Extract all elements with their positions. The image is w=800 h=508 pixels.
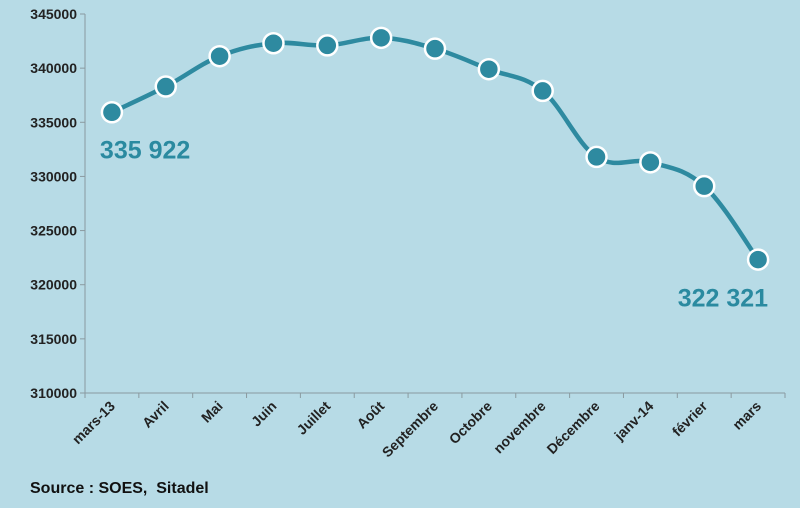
x-tick-label: Décembre: [543, 398, 602, 457]
data-label: 322 321: [678, 285, 768, 313]
data-point: [423, 37, 447, 60]
x-tick-label: Juillet: [293, 398, 333, 438]
y-tick-label: 310000: [30, 385, 77, 401]
series-line: [109, 35, 761, 262]
x-tick-label: février: [669, 397, 711, 439]
data-point: [208, 44, 231, 68]
data-point: [262, 31, 285, 55]
x-tick-label: janv-14: [610, 398, 656, 444]
x-tick-label: Août: [353, 398, 387, 432]
x-tick-label: Octobre: [446, 398, 495, 447]
x-tick-label: Mai: [198, 398, 226, 426]
x-tick-label: Avril: [139, 398, 172, 431]
y-tick-label: 335000: [30, 114, 77, 130]
data-point: [154, 75, 178, 98]
data-point: [316, 34, 339, 57]
source-note: Source : SOES, Sitadel: [30, 480, 209, 497]
data-point: [585, 145, 608, 169]
y-tick-label: 340000: [30, 60, 77, 76]
data-point: [692, 174, 716, 198]
y-tick-label: 330000: [30, 168, 77, 184]
data-label: 335 922: [100, 136, 190, 164]
x-tick-label: Septembre: [379, 398, 442, 461]
data-point: [477, 57, 501, 81]
x-tick-label: novembre: [490, 398, 549, 457]
y-tick-label: 345000: [30, 6, 77, 22]
data-point: [746, 248, 770, 271]
data-point: [531, 79, 554, 103]
y-tick-label: 320000: [30, 277, 77, 293]
x-tick-label: mars: [729, 398, 764, 433]
data-point: [639, 151, 662, 174]
x-tick-label: mars-13: [69, 398, 118, 447]
data-point: [369, 26, 393, 50]
data-point: [100, 101, 124, 124]
y-tick-label: 325000: [30, 223, 77, 239]
y-tick-label: 315000: [30, 331, 77, 347]
x-tick-label: Juin: [248, 398, 280, 430]
